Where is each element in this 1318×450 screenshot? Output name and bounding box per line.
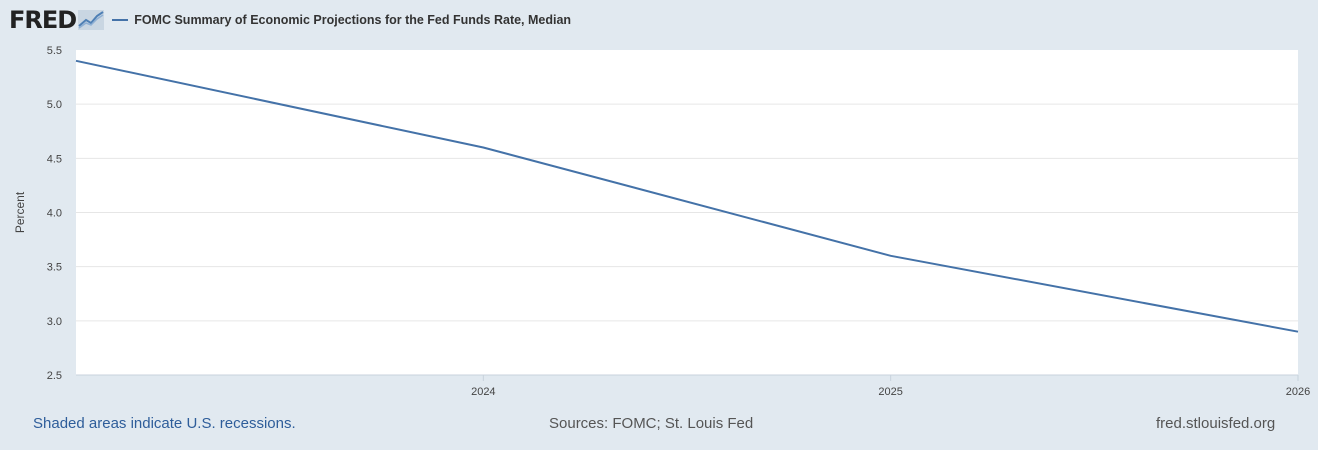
- y-tick-label: 2.5: [47, 370, 62, 382]
- data-point[interactable]: [888, 253, 894, 259]
- recessions-note-link[interactable]: Shaded areas indicate U.S. recessions.: [33, 415, 296, 432]
- series-line[interactable]: [75, 59, 1299, 333]
- x-tick-label: 2026: [1286, 386, 1310, 398]
- sources-text: Sources: FOMC; St. Louis Fed: [549, 415, 754, 432]
- y-tick-label: 3.0: [47, 316, 62, 328]
- data-point[interactable]: [480, 145, 486, 151]
- fred-logo-chart-icon: [78, 10, 105, 30]
- data-point[interactable]: [73, 58, 79, 64]
- legend-line-swatch: [112, 19, 129, 21]
- x-tick-label: 2024: [471, 386, 495, 398]
- y-tick-label: 5.0: [47, 99, 62, 111]
- y-tick-label: 4.0: [47, 208, 62, 220]
- y-tick-label: 4.5: [47, 153, 62, 165]
- y-tick-label: 5.5: [47, 45, 62, 57]
- data-point[interactable]: [1295, 329, 1301, 335]
- x-tick-label: 2025: [878, 386, 902, 398]
- y-tick-label: 3.5: [47, 262, 62, 274]
- fred-logo[interactable]: FRED: [9, 6, 77, 34]
- legend-series-label[interactable]: FOMC Summary of Economic Projections for…: [134, 13, 572, 27]
- y-axis-label: Percent: [13, 191, 27, 233]
- site-url[interactable]: fred.stlouisfed.org: [1156, 415, 1276, 432]
- chart-header: FRED FOMC Summary of Economic Projection…: [9, 6, 571, 34]
